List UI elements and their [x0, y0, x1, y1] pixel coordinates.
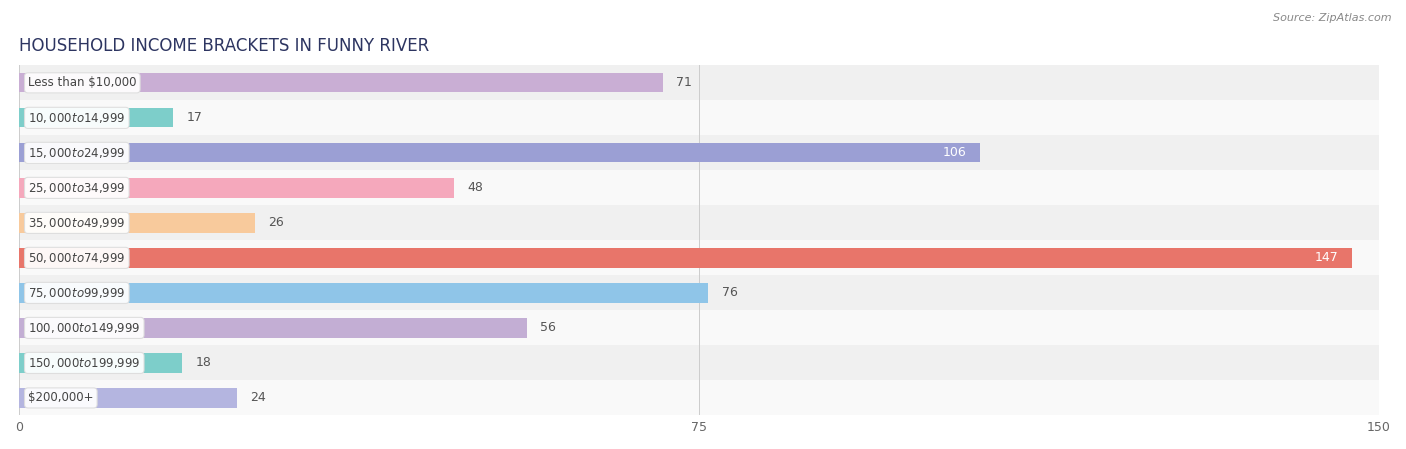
Bar — [20, 380, 1379, 415]
Text: 48: 48 — [468, 181, 484, 194]
Text: 147: 147 — [1315, 251, 1339, 264]
Text: $150,000 to $199,999: $150,000 to $199,999 — [28, 356, 141, 370]
Text: 71: 71 — [676, 76, 692, 89]
Text: 24: 24 — [250, 392, 266, 405]
Text: 18: 18 — [195, 357, 212, 370]
Text: $15,000 to $24,999: $15,000 to $24,999 — [28, 146, 125, 160]
Bar — [20, 318, 527, 338]
Bar — [20, 275, 1379, 310]
Text: $200,000+: $200,000+ — [28, 392, 94, 405]
Text: $75,000 to $99,999: $75,000 to $99,999 — [28, 286, 125, 300]
Bar — [20, 248, 1351, 268]
Text: 17: 17 — [187, 111, 202, 124]
Bar — [20, 108, 173, 128]
Bar — [20, 135, 1379, 170]
Bar — [20, 205, 1379, 240]
Bar — [20, 353, 183, 373]
Bar — [20, 213, 254, 233]
Text: $100,000 to $149,999: $100,000 to $149,999 — [28, 321, 141, 335]
Bar — [20, 73, 662, 92]
Bar — [20, 66, 1379, 100]
Text: HOUSEHOLD INCOME BRACKETS IN FUNNY RIVER: HOUSEHOLD INCOME BRACKETS IN FUNNY RIVER — [20, 37, 429, 55]
Text: 26: 26 — [269, 216, 284, 229]
Bar — [20, 178, 454, 198]
Text: $10,000 to $14,999: $10,000 to $14,999 — [28, 111, 125, 125]
Bar — [20, 240, 1379, 275]
Bar — [20, 345, 1379, 380]
Text: 76: 76 — [721, 286, 738, 299]
Bar — [20, 388, 236, 408]
Bar — [20, 310, 1379, 345]
Text: $50,000 to $74,999: $50,000 to $74,999 — [28, 251, 125, 265]
Text: Source: ZipAtlas.com: Source: ZipAtlas.com — [1274, 13, 1392, 23]
Bar — [20, 170, 1379, 205]
Bar — [20, 283, 709, 303]
Text: 56: 56 — [540, 321, 557, 335]
Bar — [20, 143, 980, 163]
Text: $25,000 to $34,999: $25,000 to $34,999 — [28, 181, 125, 195]
Text: Less than $10,000: Less than $10,000 — [28, 76, 136, 89]
Text: 106: 106 — [943, 146, 966, 159]
Text: $35,000 to $49,999: $35,000 to $49,999 — [28, 216, 125, 230]
Bar — [20, 100, 1379, 135]
